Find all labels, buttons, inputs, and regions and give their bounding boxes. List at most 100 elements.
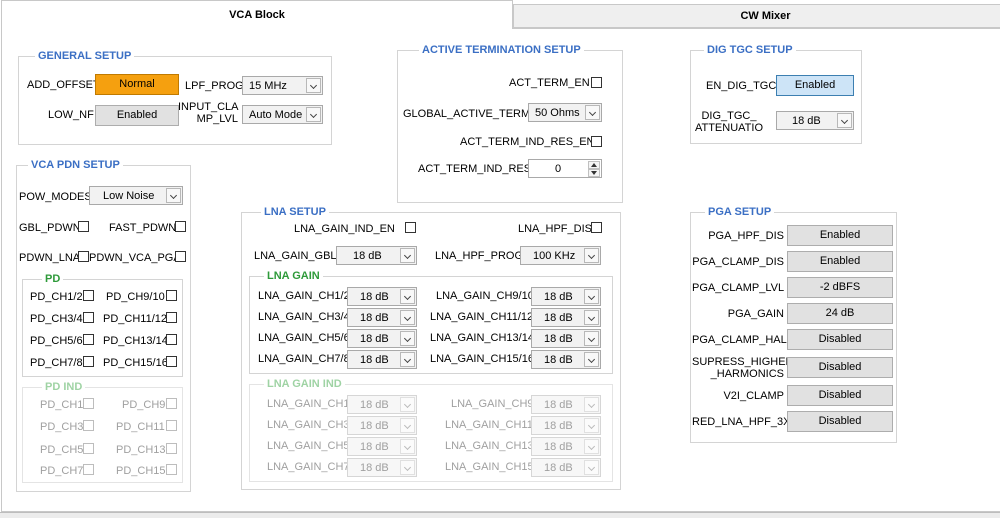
chevron-down-icon[interactable] <box>400 439 415 454</box>
pd-ch7-8-label: PD_CH7/8 <box>30 357 83 369</box>
pga-clamp-half-button[interactable]: Disabled <box>787 329 893 350</box>
tab-vca-block[interactable]: VCA Block <box>1 0 513 29</box>
lna-gain-ch3-select[interactable]: 18 dB <box>347 416 417 435</box>
pga-gain-button[interactable]: 24 dB <box>787 303 893 324</box>
global-active-term-select[interactable]: 50 Ohms <box>528 103 602 122</box>
pd-ch11-checkbox[interactable] <box>166 420 177 431</box>
chevron-down-icon[interactable] <box>585 105 600 120</box>
pd-ch13-14-label: PD_CH13/14 <box>103 335 168 347</box>
pga-clamp-dis-label: PGA_CLAMP_DIS <box>692 256 784 268</box>
red-lna-hpf-3x-label: RED_LNA_HPF_3X <box>692 416 791 428</box>
chevron-down-icon[interactable] <box>584 439 599 454</box>
add-offset-button[interactable]: Normal <box>95 74 179 95</box>
chevron-down-icon[interactable] <box>584 418 599 433</box>
lna-gain-ch5-6-select[interactable]: 18 dB <box>347 329 417 348</box>
pd-ch9-checkbox[interactable] <box>166 398 177 409</box>
red-lna-hpf-3x-button[interactable]: Disabled <box>787 411 893 432</box>
input-clamp-select[interactable]: Auto Mode <box>242 105 323 124</box>
lna-gain-ch9-select[interactable]: 18 dB <box>531 395 601 414</box>
pd-ch7-checkbox[interactable] <box>83 464 94 475</box>
pd-ch9-10-checkbox[interactable] <box>166 290 177 301</box>
lna-gain-ch9-10-select[interactable]: 18 dB <box>531 287 601 306</box>
chevron-down-icon[interactable] <box>400 397 415 412</box>
chevron-down-icon[interactable] <box>584 460 599 475</box>
pd-group <box>22 279 183 377</box>
pd-ch11-12-checkbox[interactable] <box>166 312 177 323</box>
lna-gain-ch7-8-select[interactable]: 18 dB <box>347 350 417 369</box>
gbl-pdwn-checkbox[interactable] <box>78 221 89 232</box>
lna-gain-gbl-select[interactable]: 18 dB <box>336 246 417 265</box>
spinner-up-icon[interactable] <box>588 161 600 169</box>
lna-gain-ch1-2-select[interactable]: 18 dB <box>347 287 417 306</box>
en-dig-tgc-button[interactable]: Enabled <box>776 75 854 96</box>
pga-clamp-dis-button[interactable]: Enabled <box>787 251 893 272</box>
act-term-en-checkbox[interactable] <box>591 77 602 88</box>
chevron-down-icon[interactable] <box>306 107 321 122</box>
chevron-down-icon[interactable] <box>400 352 415 367</box>
chevron-down-icon[interactable] <box>400 289 415 304</box>
pd-ch5-6-checkbox[interactable] <box>83 334 94 345</box>
pd-ch15-16-checkbox[interactable] <box>166 356 177 367</box>
lna-gain-ch1-2-label: LNA_GAIN_CH1/2 <box>258 290 350 302</box>
pd-ch1-2-checkbox[interactable] <box>83 290 94 301</box>
low-nf-button[interactable]: Enabled <box>95 105 179 126</box>
pd-ch15-checkbox[interactable] <box>166 464 177 475</box>
pga-setup-group <box>690 212 897 443</box>
tab-label: VCA Block <box>229 9 285 21</box>
lna-gain-ind-en-checkbox[interactable] <box>405 222 416 233</box>
chevron-down-icon[interactable] <box>584 352 599 367</box>
lna-gain-ch5-select[interactable]: 18 dB <box>347 437 417 456</box>
act-term-ind-res-en-checkbox[interactable] <box>591 136 602 147</box>
lna-gain-ch11-select[interactable]: 18 dB <box>531 416 601 435</box>
chevron-down-icon[interactable] <box>584 248 599 263</box>
v2i-clamp-button[interactable]: Disabled <box>787 385 893 406</box>
pd-ch5-checkbox[interactable] <box>83 443 94 454</box>
fast-pdwn-checkbox[interactable] <box>175 221 186 232</box>
dig-tgc-attenuation-select[interactable]: 18 dB <box>776 111 854 130</box>
chevron-down-icon[interactable] <box>400 248 415 263</box>
pd-ch1-checkbox[interactable] <box>83 398 94 409</box>
lna-hpf-dis-checkbox[interactable] <box>591 222 602 233</box>
chevron-down-icon[interactable] <box>584 289 599 304</box>
chevron-down-icon[interactable] <box>837 113 852 128</box>
pow-modes-select[interactable]: Low Noise <box>89 186 183 205</box>
chevron-down-icon[interactable] <box>584 397 599 412</box>
lna-gain-ch15-label: LNA_GAIN_CH15 <box>445 461 534 473</box>
pd-ch13-checkbox[interactable] <box>166 443 177 454</box>
pdwn-lna-checkbox[interactable] <box>78 251 89 262</box>
lna-hpf-dis-label: LNA_HPF_DIS <box>518 223 592 235</box>
pga-hpf-dis-button[interactable]: Enabled <box>787 225 893 246</box>
chevron-down-icon[interactable] <box>584 331 599 346</box>
lna-gain-ch7-select[interactable]: 18 dB <box>347 458 417 477</box>
lna-gain-ch13-14-select[interactable]: 18 dB <box>531 329 601 348</box>
pd-ch3-4-checkbox[interactable] <box>83 312 94 323</box>
lna-gain-ch11-12-select[interactable]: 18 dB <box>531 308 601 327</box>
spinner-down-icon[interactable] <box>588 169 600 177</box>
lna-gain-ch1-select[interactable]: 18 dB <box>347 395 417 414</box>
lna-gain-ch3-4-select[interactable]: 18 dB <box>347 308 417 327</box>
lna-gain-ch15-select[interactable]: 18 dB <box>531 458 601 477</box>
lna-gain-ch15-16-select[interactable]: 18 dB <box>531 350 601 369</box>
chevron-down-icon[interactable] <box>584 310 599 325</box>
pga-clamp-lvl-button[interactable]: -2 dBFS <box>787 277 893 298</box>
act-term-ind-res-spinner[interactable]: 0 <box>528 159 602 178</box>
pga-gain-label: PGA_GAIN <box>727 308 784 320</box>
chevron-down-icon[interactable] <box>400 418 415 433</box>
lna-hpf-prog-select[interactable]: 100 KHz <box>520 246 601 265</box>
select-value: 18 dB <box>360 399 389 411</box>
chevron-down-icon[interactable] <box>400 460 415 475</box>
chevron-down-icon[interactable] <box>400 310 415 325</box>
horizontal-scrollbar[interactable] <box>0 512 1000 518</box>
pdwn-vca-pga-checkbox[interactable] <box>175 251 186 262</box>
chevron-down-icon[interactable] <box>306 78 321 93</box>
lna-gain-ch13-select[interactable]: 18 dB <box>531 437 601 456</box>
select-value: Low Noise <box>103 190 155 202</box>
supress-higher-harmonics-button[interactable]: Disabled <box>787 357 893 378</box>
pd-ch7-8-checkbox[interactable] <box>83 356 94 367</box>
chevron-down-icon[interactable] <box>166 188 181 203</box>
tab-cw-mixer[interactable]: CW Mixer <box>513 4 1000 28</box>
pd-ch3-checkbox[interactable] <box>83 420 94 431</box>
chevron-down-icon[interactable] <box>400 331 415 346</box>
lpf-prog-select[interactable]: 15 MHz <box>242 76 323 95</box>
pd-ch13-14-checkbox[interactable] <box>166 334 177 345</box>
